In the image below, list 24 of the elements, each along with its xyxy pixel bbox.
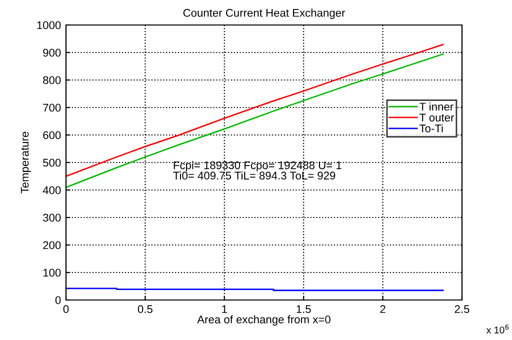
y-tick-label: 500	[43, 158, 61, 167]
y-tick-label: 300	[43, 214, 61, 222]
y-tick-label: 900	[43, 48, 61, 57]
text: x 10$^{6}$	[486, 324, 509, 334]
legend-label: To-Ti	[419, 124, 443, 132]
y-tick-label: 400	[42, 186, 61, 194]
y-tick-label: 200	[43, 241, 61, 250]
y-tick-label: 700	[43, 104, 61, 112]
x-tick-label: 0	[63, 305, 69, 314]
legend-label: T inner	[419, 102, 454, 111]
x-tick-label: 2.5	[454, 305, 470, 314]
y-tick-label: 0	[55, 296, 61, 304]
y-tick-label: 800	[43, 76, 61, 84]
chart-title: Counter Current Heat Exchanger	[183, 8, 346, 19]
x-tick-label: 1	[222, 305, 227, 313]
y-tick-label: 1000	[37, 21, 61, 30]
y-tick-label: 600	[43, 131, 61, 140]
x-axis-title: Area of exchange from x=0	[197, 315, 330, 326]
y-axis-title: Temperature	[20, 132, 31, 194]
x-tick-label: 1.5	[296, 305, 311, 314]
x-tick-label: 2	[380, 305, 386, 313]
y-tick-label: 100	[43, 268, 61, 277]
x-tick-label: 0.5	[138, 305, 152, 314]
legend-label: T outer	[419, 114, 454, 122]
